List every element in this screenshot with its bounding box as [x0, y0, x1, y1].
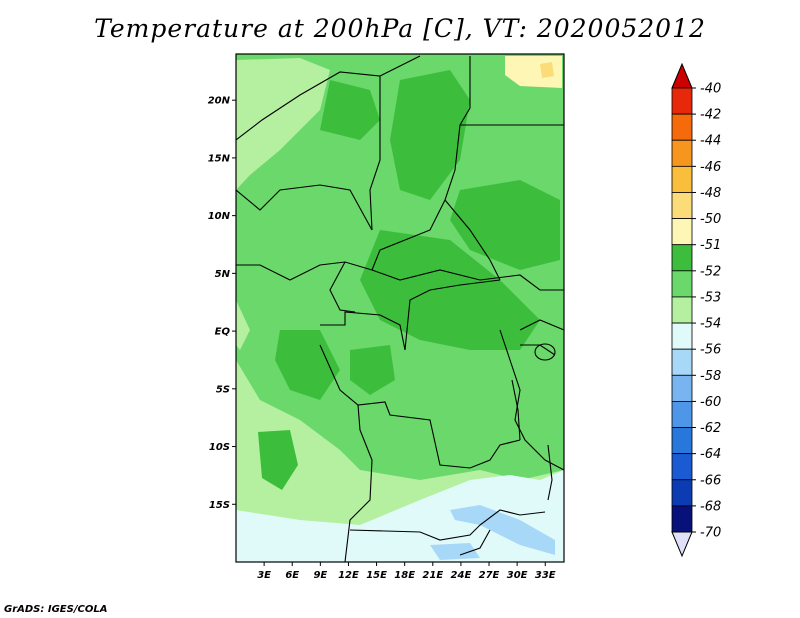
field-cool-region-west [236, 300, 250, 350]
border-line [236, 55, 421, 141]
border-line [236, 184, 373, 231]
map-title: Temperature at 200hPa [C], VT: 202005201… [94, 14, 706, 43]
legend-swatch [671, 87, 693, 115]
latitude-axis: 20N 15N 10N 5N EQ 5S 10S 15S [208, 96, 236, 511]
lon-tick-label: 3E [257, 570, 271, 581]
lat-tick-label: EQ [215, 327, 231, 338]
legend-label: -62 [700, 421, 721, 436]
legend-swatch [671, 348, 693, 376]
lat-tick-label: 10N [208, 211, 231, 222]
legend-swatch [671, 244, 693, 272]
border-line [444, 199, 501, 281]
temperature-field [236, 54, 564, 562]
legend-top-arrow [671, 62, 693, 89]
country-borders [236, 55, 564, 562]
legend-swatch [671, 165, 693, 193]
legend-label: -52 [700, 264, 721, 279]
lake-victoria [534, 343, 556, 361]
lon-tick-label: 9E [313, 570, 327, 581]
legend-swatch [671, 113, 693, 141]
border-line [459, 56, 471, 126]
field-colder-region-south [450, 505, 555, 555]
border-line [371, 269, 564, 291]
field-warm-region-angola [258, 430, 298, 490]
field-hotter-region-northeast [540, 62, 554, 78]
legend-label: -68 [700, 499, 721, 514]
legend-bottom-arrow [671, 531, 693, 558]
legend-label: -56 [700, 343, 721, 358]
legend-label: -64 [700, 447, 721, 462]
lat-tick-label: 15N [208, 153, 231, 164]
legend-label: -44 [700, 134, 721, 149]
border-line [349, 509, 546, 541]
legend-swatch [671, 479, 693, 507]
legend-label: -42 [700, 108, 721, 123]
legend-label: -40 [700, 82, 721, 97]
lat-tick-label: 15S [209, 500, 230, 511]
color-legend: -40 -42 -44 -46 -48 -50 -51 -52 -53 -54 -56 -58 -60 -… [671, 62, 721, 558]
legend-swatch [671, 427, 693, 455]
lon-tick-label: 27E [479, 570, 500, 581]
lon-tick-label: 15E [366, 570, 387, 581]
field-warm-region-central [360, 230, 540, 350]
legend-label: -53 [700, 290, 721, 305]
legend-label: -51 [700, 238, 721, 253]
legend-label: -54 [700, 317, 721, 332]
legend-swatch [671, 322, 693, 350]
legend-swatch [671, 218, 693, 246]
field-warm-region-gabon [350, 345, 395, 395]
lon-tick-label: 12E [338, 570, 359, 581]
lon-tick-label: 30E [507, 570, 528, 581]
grads-credit: GrADS: IGES/COLA [4, 604, 108, 615]
border-line [369, 76, 381, 231]
legend-label: -48 [700, 186, 721, 201]
lon-tick-label: 24E [451, 570, 472, 581]
field-warm-region-east [450, 180, 560, 270]
lon-tick-label: 21E [422, 570, 443, 581]
longitude-axis: 3E 6E 9E 12E 15E 18E 21E 24E 27E 30E 33E [257, 562, 556, 581]
border-line [329, 261, 356, 313]
legend-label: -46 [700, 160, 721, 175]
field-warm-region-coast [275, 330, 340, 400]
legend-label: -60 [700, 395, 721, 410]
legend-swatch [671, 270, 693, 298]
border-line [319, 344, 521, 469]
lake-malawi [547, 444, 553, 501]
legend-label: -50 [700, 212, 721, 227]
border-line [371, 124, 461, 271]
lat-tick-label: 20N [208, 96, 231, 107]
field-warm-region-north [390, 70, 470, 200]
legend-label: -70 [700, 526, 721, 541]
field-warm-region-nw [320, 80, 380, 140]
lat-tick-label: 10S [209, 442, 230, 453]
lon-tick-label: 33E [535, 570, 556, 581]
border-line [519, 319, 564, 331]
legend-swatch [671, 296, 693, 324]
legend-swatch [671, 374, 693, 402]
border-line [459, 529, 491, 556]
legend-swatch [671, 192, 693, 219]
lon-tick-label: 18E [394, 570, 415, 581]
lat-tick-label: 5N [215, 269, 231, 280]
legend-swatch [671, 453, 693, 481]
lat-tick-label: 5S [216, 384, 230, 395]
field-cold-region-south [236, 470, 564, 562]
border-line [320, 279, 501, 351]
border-line [236, 261, 373, 281]
legend-swatch [671, 505, 693, 533]
legend-swatch [671, 139, 693, 167]
lakes [511, 343, 556, 501]
border-line [499, 329, 564, 471]
border-line [344, 404, 373, 562]
lake-tanganyika [511, 379, 521, 441]
lon-tick-label: 6E [285, 570, 299, 581]
field-colder-region-southwest [430, 543, 480, 560]
map-frame [235, 53, 565, 563]
legend-swatch [671, 401, 693, 428]
legend-label: -66 [700, 473, 721, 488]
legend-label: -58 [700, 369, 721, 384]
